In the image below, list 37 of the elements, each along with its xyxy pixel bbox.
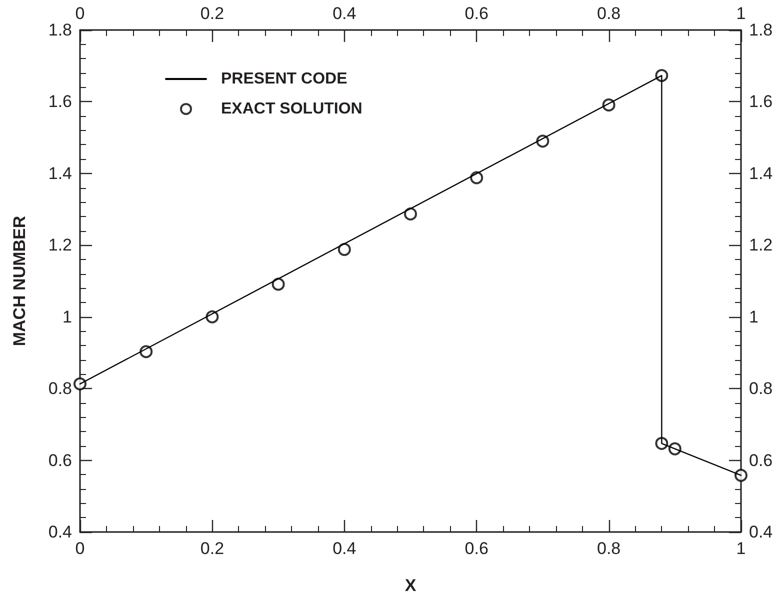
y2-tick-label: 1	[749, 307, 758, 326]
legend-label: PRESENT CODE	[221, 70, 348, 88]
x2-tick-label: 0.2	[200, 4, 224, 23]
x2-tick-label: 0.6	[464, 4, 488, 23]
y-tick-label: 1.6	[48, 92, 72, 112]
y-tick-label: 0.4	[48, 522, 72, 542]
point	[404, 207, 417, 220]
y-tick-label: 0.6	[48, 450, 72, 470]
x-tick-label: 0.2	[200, 539, 224, 558]
y2-tick-label: 0.6	[749, 450, 773, 470]
y-tick-label: 1.4	[48, 164, 72, 183]
x-tick-label: 0.6	[464, 539, 488, 558]
x-tick-label: 1	[736, 539, 746, 558]
x2-tick-label: 0	[75, 4, 85, 23]
y2-tick-label: 0.4	[749, 522, 773, 542]
x-tick-label: 0.4	[332, 539, 356, 558]
y-axis-title: MACH NUMBER	[10, 216, 29, 346]
y2-tick-label: 1.4	[749, 164, 773, 183]
y2-tick-label: 1.8	[749, 20, 773, 40]
x-tick-label: 0	[75, 539, 85, 558]
y-tick-label: 1	[62, 307, 72, 326]
x2-tick-label: 1	[736, 4, 746, 23]
x2-tick-label: 0.4	[332, 4, 356, 23]
x-tick-label: 0.8	[596, 539, 621, 558]
point	[734, 468, 748, 482]
y2-tick-label: 0.8	[749, 379, 773, 398]
y2-tick-label: 1.2	[749, 236, 773, 255]
point	[74, 377, 86, 390]
x2-tick-label: 0.8	[596, 4, 621, 23]
point	[272, 278, 285, 291]
y2-tick-label: 1.6	[749, 92, 773, 112]
y-tick-label: 0.8	[48, 379, 72, 398]
x-axis-title: X	[404, 576, 417, 595]
point	[338, 242, 351, 256]
y-tick-label: 1.2	[48, 236, 72, 255]
y-tick-label: 1.8	[48, 20, 72, 40]
legend-label: EXACT SOLUTION	[221, 100, 362, 118]
